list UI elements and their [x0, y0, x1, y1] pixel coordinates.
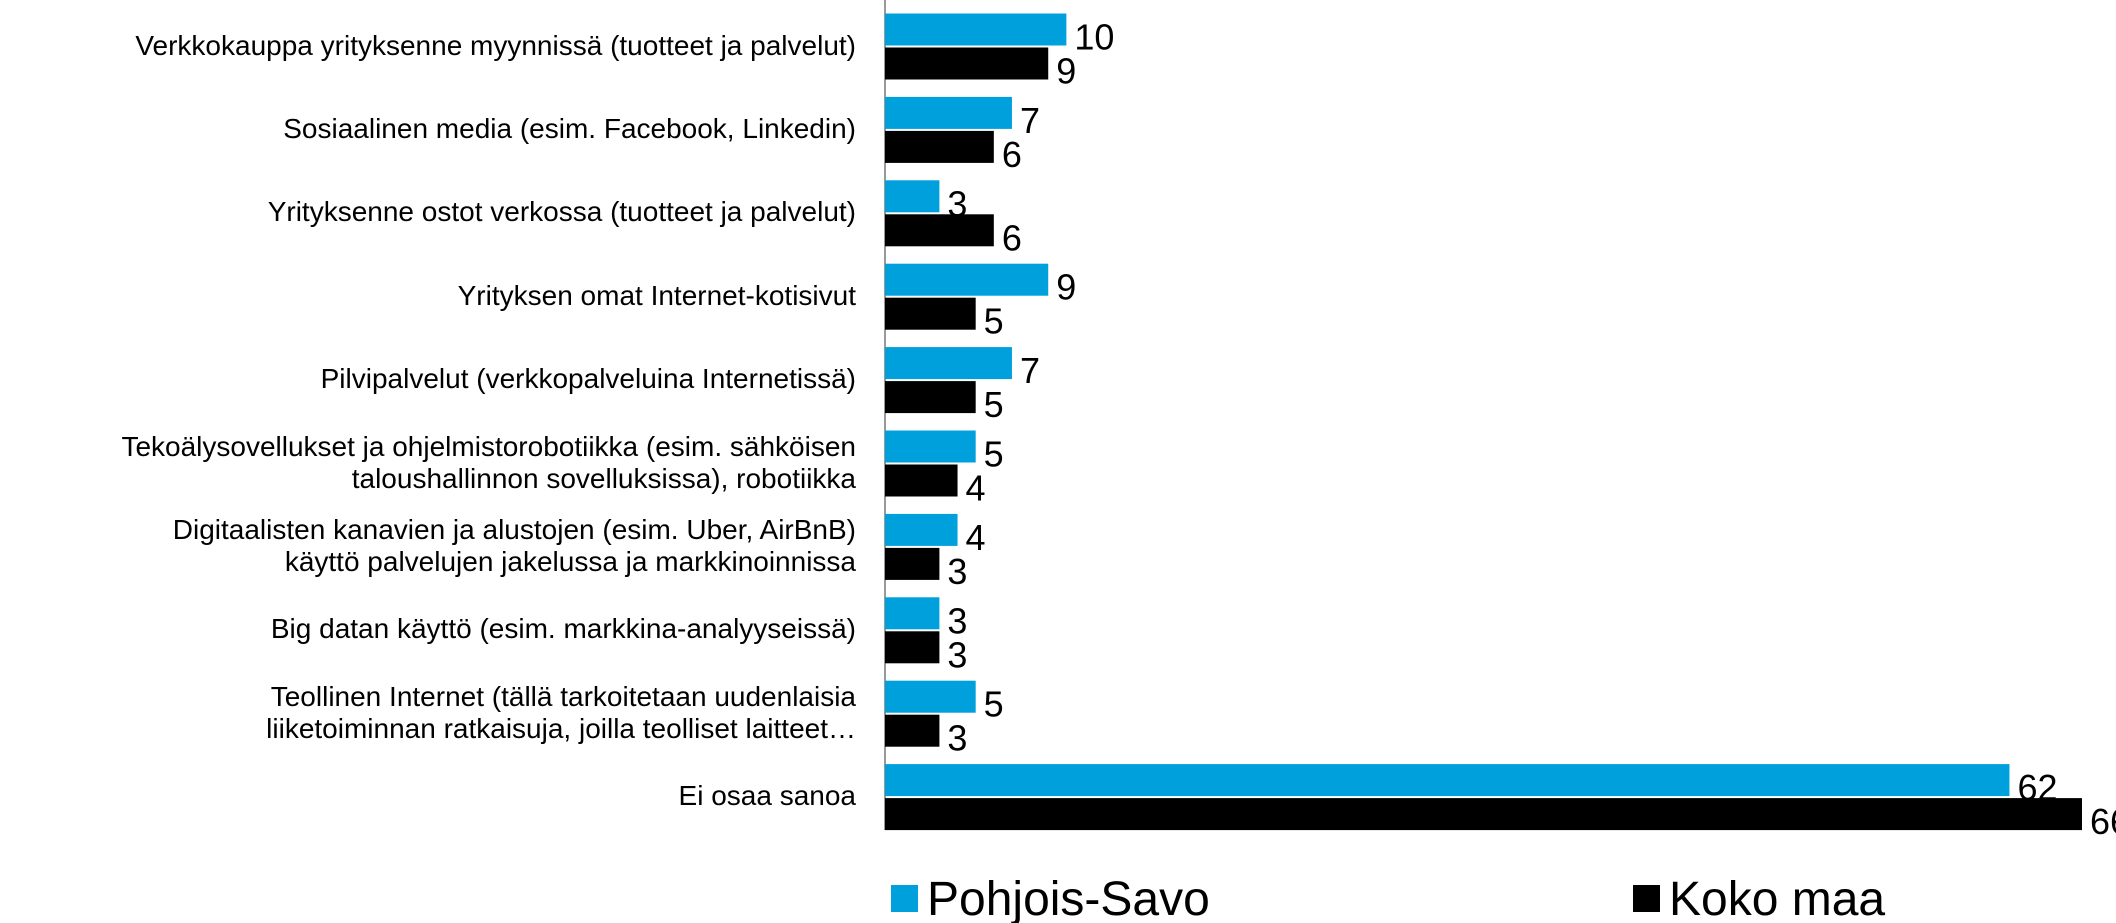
value-label: 7 — [1020, 100, 1040, 141]
category-label: Pilvipalvelut (verkkopalveluina Internet… — [320, 363, 856, 395]
bar — [885, 96, 1012, 129]
value-label: 4 — [966, 468, 986, 509]
value-label: 5 — [984, 684, 1004, 725]
bar — [885, 513, 958, 546]
legend-label: Pohjois-Savo — [927, 873, 1210, 923]
bar — [885, 381, 976, 414]
legend-swatch — [1633, 885, 1660, 912]
value-label: 10 — [1074, 17, 1114, 58]
category-label: Ei osaa sanoa — [678, 780, 856, 812]
category-label: Teollinen Internet (tällä tarkoitetaan u… — [266, 680, 856, 744]
bar — [885, 714, 940, 747]
bar — [885, 464, 958, 497]
category-label: Tekoälysovellukset ja ohjelmistorobotiik… — [121, 430, 856, 494]
bar — [885, 764, 2010, 797]
category-label: Verkkokauppa yrityksenne myynnissä (tuot… — [135, 29, 856, 61]
value-label: 3 — [947, 718, 967, 759]
bar — [885, 13, 1067, 46]
bar — [885, 430, 976, 463]
value-label: 3 — [947, 183, 967, 224]
bar — [885, 547, 940, 580]
category-label: Digitaalisten kanavien ja alustojen (esi… — [172, 513, 856, 577]
value-label: 6 — [1002, 217, 1022, 258]
value-label: 3 — [947, 551, 967, 592]
bar — [885, 180, 940, 213]
value-label: 3 — [947, 634, 967, 675]
value-label: 9 — [1056, 51, 1076, 92]
legend-swatch — [891, 885, 918, 912]
bar — [885, 214, 994, 247]
value-label: 5 — [984, 434, 1004, 475]
value-label: 9 — [1056, 267, 1076, 308]
category-label: Big datan käyttö (esim. markkina-analyys… — [270, 613, 856, 645]
bar — [885, 47, 1049, 80]
value-label: 7 — [1020, 350, 1040, 391]
bar — [885, 347, 1012, 380]
value-label: 66 — [2090, 801, 2116, 842]
value-label: 4 — [966, 517, 986, 558]
bar — [885, 631, 940, 664]
value-label: 5 — [984, 384, 1004, 425]
bar — [885, 680, 976, 713]
category-label: Yrityksen omat Internet-kotisivut — [457, 279, 856, 311]
bar — [885, 297, 976, 330]
legend-label: Koko maa — [1669, 873, 1885, 923]
category-label: Sosiaalinen media (esim. Facebook, Linke… — [283, 112, 856, 144]
value-label: 6 — [1002, 134, 1022, 175]
category-label: Yrityksenne ostot verkossa (tuotteet ja … — [267, 196, 856, 228]
bar — [885, 263, 1049, 296]
value-label: 5 — [984, 301, 1004, 342]
bar — [885, 130, 994, 163]
bar — [885, 798, 2082, 831]
bar — [885, 597, 940, 630]
value-label: 3 — [947, 600, 967, 641]
